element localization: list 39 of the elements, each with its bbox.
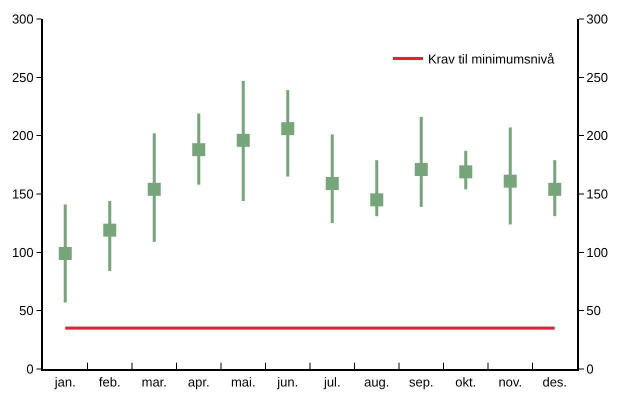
point — [548, 182, 562, 196]
point — [326, 177, 339, 190]
y-tick-label: 100 — [12, 244, 34, 260]
x-tick-label: jun. — [276, 374, 298, 390]
point — [58, 247, 72, 260]
x-tick-label: apr. — [188, 374, 210, 390]
x-tick-label: des. — [542, 374, 568, 390]
point — [192, 143, 206, 156]
x-tick-label: aug. — [364, 374, 390, 390]
y-tick-label: 300 — [12, 12, 34, 27]
y2-tick-label: 100 — [586, 244, 608, 260]
x-tick-label: nov. — [498, 374, 522, 390]
x-tick-label: feb. — [98, 374, 121, 390]
point — [236, 134, 250, 147]
x-tick-label: jul. — [322, 374, 341, 390]
y-tick-label: 200 — [12, 128, 34, 144]
y2-tick-label: 300 — [586, 12, 608, 27]
point — [370, 193, 384, 206]
y2-tick-label: 0 — [586, 362, 594, 377]
point — [148, 182, 161, 196]
x-tick-label: jan. — [54, 374, 76, 390]
y2-tick-label: 200 — [586, 128, 608, 144]
point — [459, 165, 472, 178]
point — [504, 174, 517, 188]
y-tick-label: 150 — [12, 186, 34, 202]
x-tick-label: mai. — [230, 374, 256, 390]
x-tick-label: mar. — [142, 374, 167, 390]
y-tick-label: 50 — [19, 303, 34, 318]
y-tick-label: 250 — [12, 70, 34, 85]
point — [414, 163, 428, 176]
y2-tick-label: 50 — [586, 303, 601, 318]
x-tick-label: okt. — [455, 374, 476, 390]
point — [281, 122, 294, 136]
y2-tick-label: 150 — [586, 186, 608, 202]
point — [103, 224, 116, 237]
legend-label: Krav til minimumsnivå — [428, 52, 556, 67]
x-tick-label: sep. — [408, 374, 434, 390]
y2-tick-label: 250 — [586, 70, 608, 85]
y-tick-label: 0 — [26, 362, 34, 377]
